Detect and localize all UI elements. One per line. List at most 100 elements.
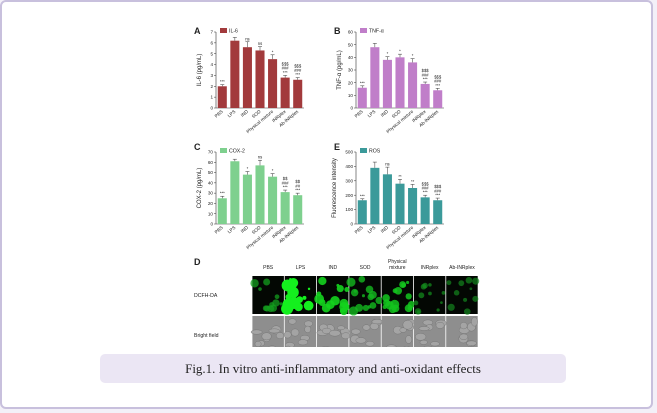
cell-blob [362,304,369,312]
cell-outline [405,335,413,344]
significance-label: *** [360,193,365,198]
bar-ab-inrplex [293,79,303,108]
cell-outline [261,332,272,341]
x-tick-label: PBS [354,225,364,235]
cell-blob [405,293,412,300]
bar-ind [242,174,252,224]
y-tick-label: 1 [210,95,213,100]
cell-blob [318,276,327,286]
cell-blob [382,304,387,309]
significance-label: *** [220,191,225,196]
cell-blob [314,294,325,304]
cell-blob [465,276,473,284]
cell-outline [459,333,469,340]
cell-blob [365,285,374,294]
x-tick-label: IND [380,109,390,118]
x-tick-label: SOD [391,109,402,120]
y-tick-label: 400 [345,164,353,169]
significance-label: ### [282,180,290,185]
x-tick-label: LPS [227,225,237,234]
significance-label: ns [258,155,262,160]
row-label: Bright field [194,333,219,339]
bar-ab-inrplex [433,90,443,108]
significance-label: ns [245,36,249,41]
cell-outline [254,340,262,347]
y-tick-label: 60 [208,160,214,165]
row-label: DCFH-DA [194,293,218,299]
cell-blob [413,300,419,306]
significance-label: *** [423,190,428,195]
cell-outline [250,329,263,335]
bar-lps [230,161,240,224]
dcfh-da-image-inrplex [413,276,446,315]
cell-outline [371,319,383,325]
significance-label: *** [295,72,300,77]
significance-label: *** [435,193,440,198]
significance-label: ### [434,79,442,84]
cell-outline [297,339,308,346]
cell-blob [281,302,294,315]
significance-label: * [247,166,249,171]
significance-label: * [399,49,401,54]
y-tick-label: 20 [348,80,354,85]
cell-blob [274,294,280,300]
cell-blob [287,286,299,299]
x-tick-label: LPS [367,225,377,234]
significance-label: ns [385,162,389,167]
cell-blob [321,303,331,313]
chart-panel-e: E 0 100 200 300 400 500 Fluorescence intensity R… [332,142,444,250]
legend-label: TNF-α [369,29,384,35]
cell-blob [428,291,432,296]
significance-label: * [412,53,414,58]
bar-physical-mixture [268,176,278,224]
figure-caption-text: Fig.1. In vitro anti-inflammatory and an… [185,360,481,376]
significance-label: ### [422,72,430,77]
bright-field-image-physical-mixture [381,316,416,354]
column-header: Ab-INRplex [449,265,475,271]
column-header: LPS [296,265,306,271]
cell-outline [460,322,468,330]
cell-blob [416,310,421,314]
significance-label: *** [423,77,428,82]
bar-lps [370,47,380,108]
cell-blob [422,282,428,289]
y-tick-label: 0 [210,222,213,227]
bar-inrplex [280,77,290,108]
figure: A 0 1 2 3 4 5 6 7 IL-6 (pg/mL) IL-6 *** PBS LPS ns IND n… [188,24,484,355]
y-axis-label: Fluorescence intensity [332,158,338,218]
cell-outline [268,328,281,334]
bar-sod [255,50,265,108]
y-tick-label: 7 [210,30,213,35]
bright-field-image-ind [316,316,351,354]
cell-outline [341,332,351,340]
y-tick-label: 3 [210,73,213,78]
significance-label: $$$ [282,62,290,67]
x-tick-label: IND [240,225,250,234]
cell-blob [472,277,480,285]
cell-blob [401,282,406,288]
cell-blob [350,288,359,297]
cell-blob [453,290,460,296]
cell-blob [344,287,350,292]
y-tick-label: 5 [210,51,213,56]
y-tick-label: 0 [350,106,353,111]
cell-outline [304,325,312,333]
legend-label: COX-2 [229,149,245,155]
cell-blob [392,288,398,294]
chart-panel-a: A 0 1 2 3 4 5 6 7 IL-6 (pg/mL) IL-6 *** PBS LPS ns IND n… [194,26,304,134]
y-tick-label: 60 [348,30,354,35]
panel-label: D [194,257,201,267]
significance-label: *** [295,188,300,193]
y-tick-label: 40 [348,55,354,60]
cell-blob [355,303,364,312]
significance-label: $$$ [294,64,302,69]
y-tick-label: 40 [208,180,214,185]
cell-outline [288,318,297,325]
cell-blob [330,295,340,306]
cell-outline [337,325,345,331]
column-header: IND [328,265,337,271]
